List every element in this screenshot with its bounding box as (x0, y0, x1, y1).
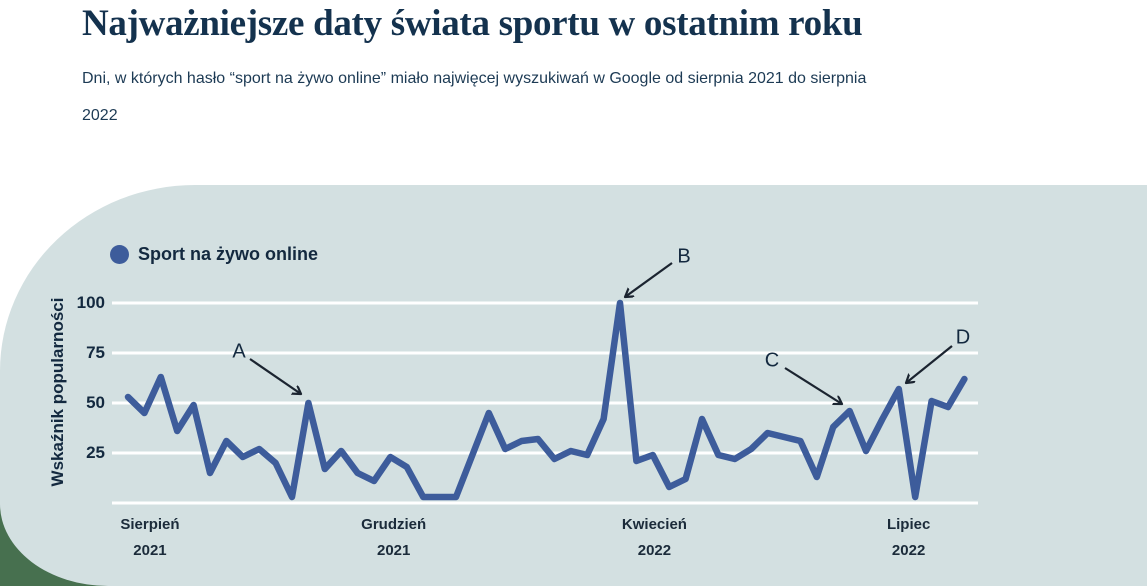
y-tick-100: 100 (76, 293, 105, 312)
month-year: 2022 (891, 542, 926, 559)
x-axis-label-lipiec: Lipiec 2022 (887, 512, 930, 564)
x-axis-label-sierpień: Sierpień 2021 (120, 512, 179, 564)
y-tick-25: 25 (86, 443, 105, 462)
annotation-arrow-B (625, 262, 673, 297)
y-tick-50: 50 (86, 393, 105, 412)
annotation-label-B: B (677, 245, 690, 267)
month-year: 2022 (637, 542, 672, 559)
annotation-arrow-D (906, 345, 953, 383)
trend-line (124, 299, 968, 501)
annotation-arrow-C (784, 367, 842, 404)
month-name: Lipiec (886, 516, 931, 533)
legend-dot-icon (110, 245, 129, 264)
annotation-label-D: D (956, 326, 970, 348)
legend-label: Sport na żywo online (138, 244, 319, 264)
annotation-label-C: C (765, 349, 779, 371)
month-name: Kwiecień (621, 516, 687, 533)
x-axis-label-kwiecień: Kwiecień 2022 (622, 512, 687, 564)
annotation-arrow-A (249, 358, 301, 394)
chart-legend: Sport na żywo online (110, 244, 318, 265)
month-year: 2021 (133, 542, 167, 559)
month-year: 2021 (376, 542, 411, 559)
x-axis-label-grudzień: Grudzień 2021 (361, 512, 426, 564)
y-tick-75: 75 (86, 343, 105, 362)
header: Najważniejsze daty świata sportu w ostat… (82, 0, 987, 134)
page-title: Najważniejsze daty świata sportu w ostat… (82, 3, 863, 44)
month-name: Sierpień (120, 516, 180, 533)
chart-panel (0, 185, 1147, 586)
month-name: Grudzień (361, 516, 427, 533)
annotation-label-A: A (232, 340, 246, 362)
page-subtitle: Dni, w których hasło “sport na żywo onli… (82, 70, 867, 124)
